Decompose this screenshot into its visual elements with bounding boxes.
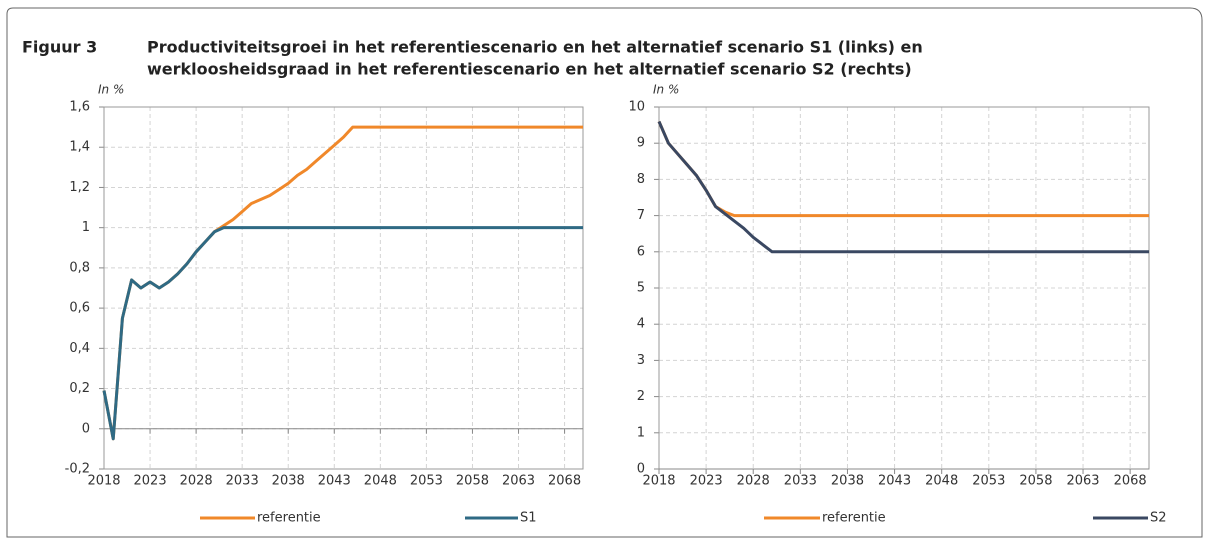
legend-label: S1 <box>520 511 537 526</box>
y-tick-label: 1,2 <box>69 180 90 195</box>
x-tick-label: 2048 <box>364 474 397 489</box>
y-unit: In % <box>98 83 124 97</box>
y-tick-label: 8 <box>637 172 645 187</box>
y-tick-label: 1,4 <box>69 140 90 155</box>
x-tick-label: 2028 <box>180 474 213 489</box>
x-tick-label: 2033 <box>784 474 817 489</box>
y-tick-label: 6 <box>637 244 645 259</box>
x-tick-label: 2043 <box>878 474 911 489</box>
series-line <box>102 125 583 441</box>
legend-label: referentie <box>822 511 886 526</box>
x-tick-label: 2023 <box>134 474 167 489</box>
y-tick-label: 1 <box>82 220 90 235</box>
x-tick-label: 2038 <box>831 474 864 489</box>
y-tick-label: 5 <box>637 281 645 296</box>
y-tick-label: 0,6 <box>69 301 90 316</box>
x-tick-label: 2063 <box>1066 474 1099 489</box>
legend-label: S2 <box>1150 511 1167 526</box>
x-tick-label: 2048 <box>925 474 958 489</box>
x-tick-label: 2033 <box>226 474 259 489</box>
y-tick-label: 10 <box>628 100 645 115</box>
x-tick-label: 2053 <box>972 474 1005 489</box>
y-tick-label: 0,2 <box>69 381 90 396</box>
frame <box>6 7 1203 538</box>
x-tick-label: 2023 <box>690 474 723 489</box>
x-tick-label: 2028 <box>737 474 770 489</box>
x-tick-label: 2058 <box>456 474 489 489</box>
x-tick-label: 2068 <box>1114 474 1147 489</box>
x-tick-label: 2043 <box>318 474 351 489</box>
series-line <box>657 120 1149 218</box>
x-tick-label: 2063 <box>502 474 535 489</box>
figure-label: Figuur 3 <box>22 38 97 57</box>
y-tick-label: 7 <box>637 208 645 223</box>
y-tick-label: -0,2 <box>65 462 90 477</box>
y-tick-label: 1 <box>637 425 645 440</box>
y-tick-label: 4 <box>637 317 645 332</box>
y-tick-label: 1,6 <box>69 100 90 115</box>
y-unit: In % <box>653 83 679 97</box>
x-tick-label: 2018 <box>87 474 120 489</box>
series-line <box>102 226 583 441</box>
y-tick-label: 2 <box>637 389 645 404</box>
x-tick-label: 2058 <box>1019 474 1052 489</box>
figure-title: werkloosheidsgraad in het referentiescen… <box>147 60 912 79</box>
figure-title: Productiviteitsgroei in het referentiesc… <box>147 38 923 57</box>
x-tick-label: 2053 <box>410 474 443 489</box>
plot-border <box>103 106 584 470</box>
y-tick-label: 9 <box>637 136 645 151</box>
y-tick-label: 0,4 <box>69 341 90 356</box>
y-tick-label: 0,8 <box>69 260 90 275</box>
x-tick-label: 2018 <box>642 474 675 489</box>
y-tick-label: 3 <box>637 353 645 368</box>
legend-label: referentie <box>257 511 321 526</box>
y-tick-label: 0 <box>82 421 90 436</box>
y-tick-label: 0 <box>637 462 645 477</box>
x-tick-label: 2038 <box>272 474 305 489</box>
series-line <box>657 120 1149 254</box>
x-tick-label: 2068 <box>548 474 581 489</box>
